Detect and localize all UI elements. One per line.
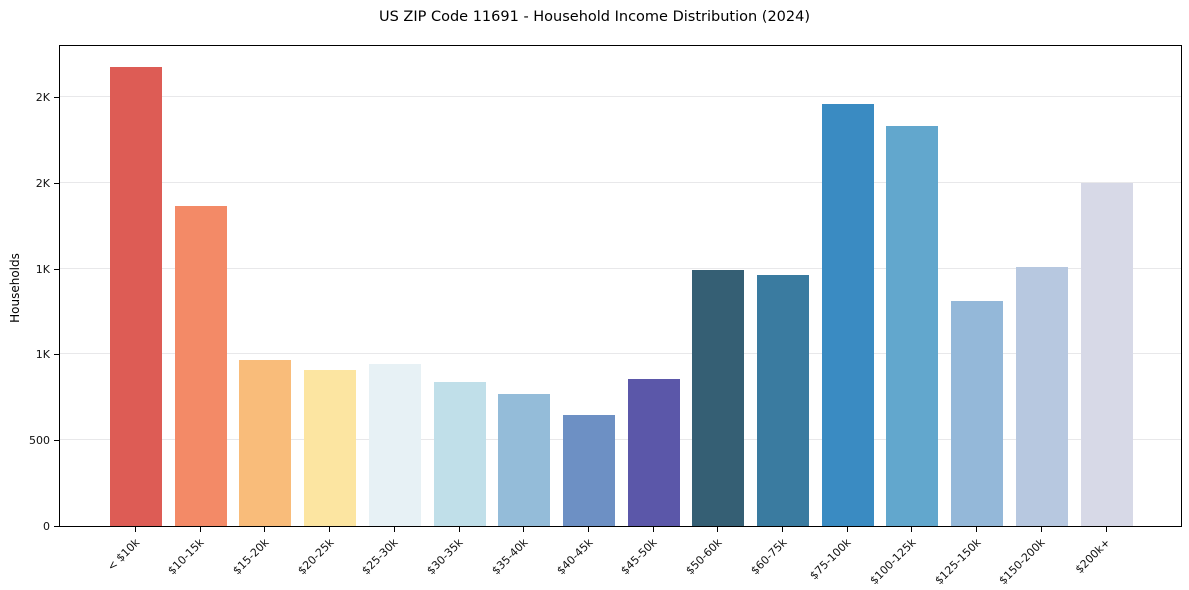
y-tick-label: 0 [43,520,50,533]
x-tick-label: $30-35k [424,536,466,578]
bar [692,270,745,526]
x-tick-mark [782,527,783,532]
x-tick-label: $200k+ [1072,536,1113,577]
x-tick-mark [393,527,395,532]
y-tick-label: 500 [29,434,50,448]
x-tick-label: $20-25k [295,536,337,578]
x-tick-label: $150-200k [996,536,1049,588]
bar [1015,267,1068,526]
gridline [60,439,1181,441]
x-tick-mark [1105,527,1107,532]
x-tick-mark [717,527,719,532]
bar [951,301,1004,526]
x-tick-mark [199,527,201,532]
bar [368,363,421,526]
gridline [60,96,1181,98]
x-tick-mark [1040,527,1042,532]
y-tick-label: 1K [35,348,50,362]
x-tick-label: $40-45k [553,536,596,578]
plot-area [59,45,1182,527]
x-tick-label: $50-60k [683,536,725,578]
x-tick-mark [135,527,136,532]
y-tick-label: 2K [35,91,50,105]
bar [239,359,292,526]
x-tick-label: $25-30k [359,536,402,578]
x-tick-mark [329,527,331,532]
x-tick-mark [587,527,589,532]
x-tick-mark [264,527,266,532]
bar [627,379,680,526]
x-tick-label: $125-150k [932,536,984,588]
x-tick-mark [458,527,460,532]
y-axis-label: Households [8,253,22,323]
bar [304,369,357,526]
bar [886,126,939,526]
bar [1080,182,1133,526]
bar [757,274,809,526]
gridline [60,267,1181,269]
x-tick-mark [911,527,913,532]
x-tick-label: $35-40k [489,536,531,578]
gridline [60,353,1181,355]
x-tick-label: $75-100k [807,536,854,583]
x-tick-label: $100-125k [867,536,919,588]
bar [174,206,227,526]
x-tick-label: $45-50k [618,536,660,578]
x-tick-mark [976,527,978,532]
bar [110,67,162,526]
gridline [60,181,1181,183]
x-tick-mark [652,527,654,532]
x-tick-label: < $10k [104,536,143,574]
bar [821,104,874,526]
y-tick-label: 2K [35,176,50,190]
x-tick-mark [523,527,525,532]
x-tick-mark [846,527,848,532]
x-tick-label: $10-15k [165,536,207,578]
bar [498,393,551,526]
bar [433,381,486,526]
chart-title: US ZIP Code 11691 - Household Income Dis… [378,9,811,25]
x-tick-label: $15-20k [230,536,272,578]
x-tick-label: $60-75k [747,536,790,578]
bar [562,415,615,526]
